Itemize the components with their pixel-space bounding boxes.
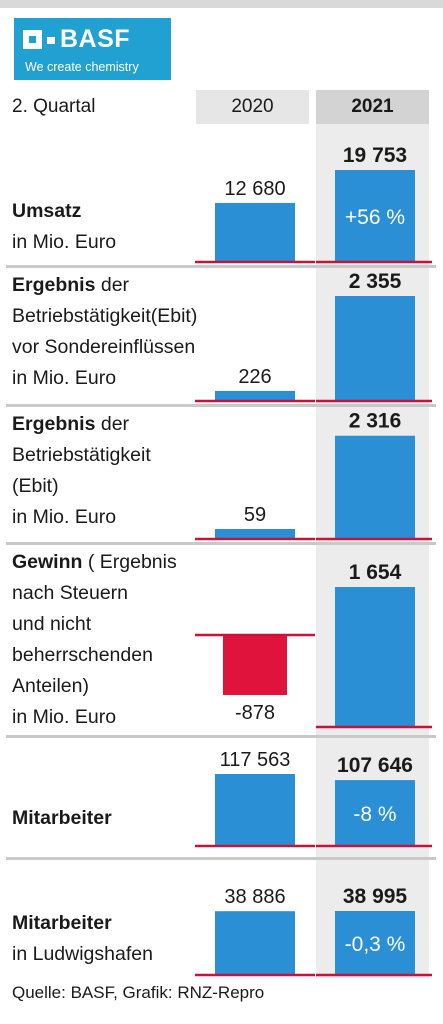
- bar-2021-2: [335, 435, 415, 539]
- row-label-1: Ergebnis der Betriebstätigkeit(Ebit) vor S…: [12, 270, 232, 394]
- change-label-4: -8 %: [353, 803, 396, 826]
- logo-square-icon: [23, 30, 42, 49]
- year-2021-header: 2021: [316, 90, 429, 124]
- value-label-2021-4: 107 646: [337, 754, 413, 777]
- change-label-5: -0,3 %: [345, 933, 406, 956]
- value-label-2020-0: 12 680: [224, 178, 285, 200]
- row-label-line: Betriebstätigkeit(Ebit): [12, 305, 198, 327]
- value-label-2020-5: 38 886: [224, 886, 285, 908]
- row-label-2: Ergebnis der Betriebstätigkeit (Ebit) in Mi…: [12, 409, 232, 533]
- row-label-bold: Ergebnis: [12, 274, 96, 296]
- row-label-bold: Gewinn: [12, 551, 83, 573]
- row-label-bold: Umsatz: [12, 200, 82, 222]
- row-label-bold: Ergebnis: [12, 413, 96, 435]
- value-label-2021-3: 1 654: [349, 561, 402, 584]
- value-label-2021-5: 38 995: [343, 885, 408, 908]
- bar-2021-0: [335, 170, 415, 262]
- value-label-2020-3: -878: [235, 702, 275, 724]
- source-note: Quelle: BASF, Grafik: RNZ-Repro: [12, 983, 265, 1002]
- bar-2021-4: [335, 780, 415, 846]
- row-label-line: in Mio. Euro: [12, 231, 117, 253]
- bar-2021-1: [335, 296, 415, 401]
- logo-name: BASF: [60, 25, 131, 53]
- top-strip: [0, 0, 443, 8]
- row-label-rest: der: [95, 413, 130, 435]
- bar-2020-4: [215, 774, 295, 846]
- row-label-line: und nicht: [12, 613, 92, 635]
- row-label-line: in Mio. Euro: [12, 506, 117, 528]
- row-label-line: beherrschenden: [12, 644, 153, 666]
- period-label: 2. Quartal: [12, 96, 96, 117]
- bar-2020-1: [215, 390, 295, 401]
- row-separator-1: [6, 404, 436, 407]
- bar-2021-5: [335, 911, 415, 975]
- value-label-2021-0: 19 753: [343, 144, 407, 167]
- bar-2021-3: [335, 587, 415, 727]
- year-2020-header: 2020: [196, 90, 309, 124]
- logo-tagline: We create chemistry: [25, 60, 139, 74]
- basf-logo: BASF We create chemistry: [14, 18, 171, 80]
- bar-2020-5: [215, 911, 295, 975]
- value-label-2020-2: 59: [244, 504, 266, 526]
- row-label-rest: ( Ergebnis: [82, 551, 177, 573]
- value-label-2021-2: 2 316: [349, 410, 402, 433]
- value-label-2021-1: 2 355: [349, 270, 402, 293]
- row-label-3: Gewinn ( Ergebnis nach Steuern und nicht be…: [12, 547, 232, 733]
- bar-2020-2: [215, 529, 295, 539]
- value-label-2020-4: 117 563: [220, 749, 291, 771]
- bar-2020-0: [215, 202, 295, 262]
- row-label-4: Mitarbeiter: [12, 803, 232, 834]
- row-label-5: Mitarbeiter in Ludwigshafen: [12, 908, 232, 970]
- row-label-line: nach Steuern: [12, 582, 129, 604]
- row-separator-3: [6, 735, 436, 738]
- change-label-0: +56 %: [345, 206, 405, 229]
- row-label-rest: der: [95, 274, 130, 296]
- row-label-bold: Mitarbeiter: [12, 912, 112, 934]
- row-separator-0: [6, 265, 436, 268]
- row-label-line: in Mio. Euro: [12, 706, 117, 728]
- row-label-line: Betriebstätigkeit: [12, 444, 151, 466]
- row-label-0: Umsatz in Mio. Euro: [12, 196, 232, 258]
- row-label-line: Anteilen): [12, 675, 89, 697]
- row-label-bold: Mitarbeiter: [12, 807, 112, 829]
- row-label-line: (Ebit): [12, 475, 59, 497]
- row-label-line: vor Sondereinflüssen: [12, 336, 196, 358]
- row-label-line: in Mio. Euro: [12, 367, 117, 389]
- value-label-2020-1: 226: [238, 366, 271, 388]
- row-label-line: in Ludwigshafen: [12, 943, 153, 965]
- logo-dash-icon: [47, 37, 55, 44]
- row-separator-4: [6, 857, 436, 860]
- row-separator-2: [6, 542, 436, 545]
- bar-2020-3: [223, 635, 287, 695]
